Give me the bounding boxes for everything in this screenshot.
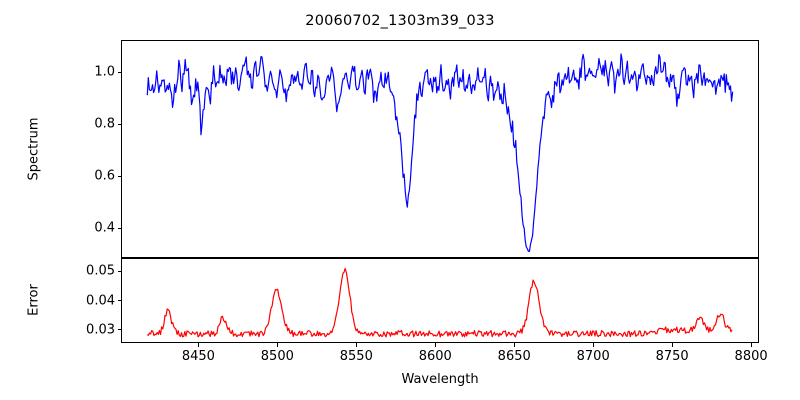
xtick-label-8700: 8700 (576, 349, 610, 364)
xtick-8550 (355, 343, 357, 347)
xtick-8800 (750, 343, 752, 347)
xtick-label-8750: 8750 (655, 349, 689, 364)
xtick-8750 (671, 343, 673, 347)
xtick-label-8600: 8600 (418, 349, 452, 364)
spectrum-ytick-label-0.4: 0.4 (94, 220, 115, 236)
error-y-axis-label: Error (26, 284, 42, 316)
spectrum-y-axis-label: Spectrum (26, 117, 42, 181)
error-ytick-0.04 (117, 300, 121, 302)
xtick-8700 (592, 343, 594, 347)
spectrum-ytick-label-1.0: 1.0 (94, 64, 115, 80)
error-ytick-0.03 (117, 329, 121, 331)
xtick-8450 (197, 343, 199, 347)
x-axis-label: Wavelength (401, 372, 479, 387)
xtick-label-8550: 8550 (339, 349, 373, 364)
spectrum-ytick-0.4 (117, 227, 121, 229)
xtick-label-8650: 8650 (497, 349, 531, 364)
spectrum-ytick-0.6 (117, 175, 121, 177)
xtick-8500 (276, 343, 278, 347)
xtick-8650 (513, 343, 515, 347)
error-axes (121, 258, 759, 343)
spectrum-ytick-label-0.6: 0.6 (94, 168, 115, 184)
xtick-label-8450: 8450 (181, 349, 215, 364)
error-ytick-0.05 (117, 270, 121, 272)
spectrum-plot-area (146, 53, 734, 252)
error-ytick-label-0.04: 0.04 (86, 293, 115, 308)
spectrum-axes (121, 40, 759, 258)
spectrum-ytick-0.8 (117, 123, 121, 125)
error-plot-area (146, 267, 733, 338)
xtick-label-8800: 8800 (734, 349, 768, 364)
spectrum-ytick-label-0.8: 0.8 (94, 116, 115, 132)
error-ytick-label-0.03: 0.03 (86, 322, 115, 338)
figure-title: 20060702_1303m39_033 (305, 13, 495, 29)
xtick-8600 (434, 343, 436, 347)
error-line (146, 267, 733, 338)
error-ytick-label-0.05: 0.05 (86, 263, 115, 279)
xtick-label-8500: 8500 (260, 349, 294, 364)
spectrum-ytick-1.0 (117, 71, 121, 74)
spectrum-line (146, 53, 734, 252)
